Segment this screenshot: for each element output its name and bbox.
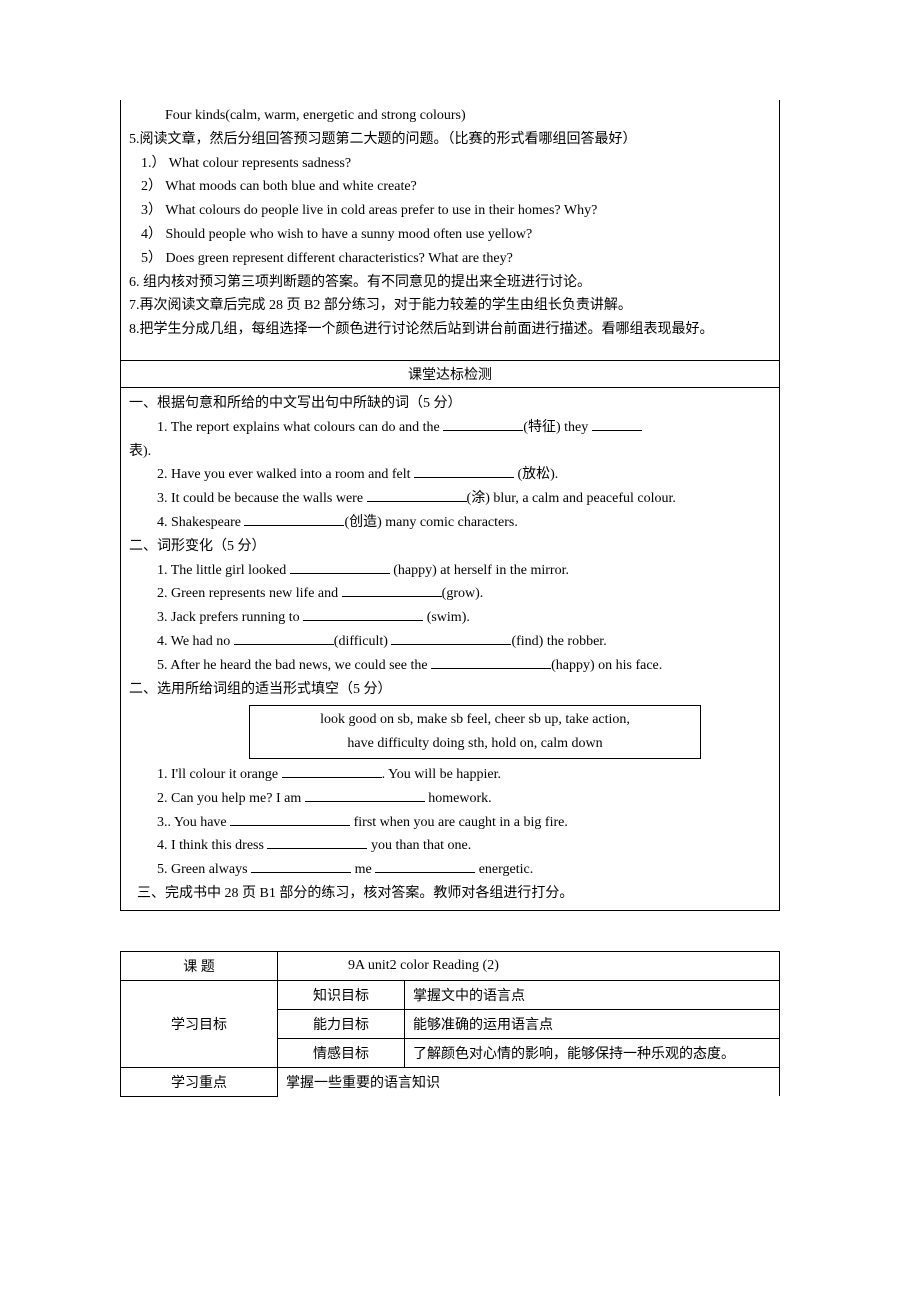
table-row: 课 题 9A unit2 color Reading (2): [121, 951, 780, 980]
text: (difficult): [334, 634, 392, 649]
fill-item: 1. The report explains what colours can …: [129, 416, 771, 440]
question-item: 5） Does green represent different charac…: [129, 247, 771, 271]
bank-line: look good on sb, make sb feel, cheer sb …: [258, 708, 692, 732]
text: (创造) many comic characters.: [344, 515, 517, 530]
bank-line: have difficulty doing sth, hold on, calm…: [258, 732, 692, 756]
blank[interactable]: [305, 787, 425, 802]
question-item: 4） Should people who wish to have a sunn…: [129, 223, 771, 247]
text: 4. We had no: [157, 634, 234, 649]
blank[interactable]: [290, 559, 390, 574]
text: (happy) on his face.: [551, 658, 662, 673]
text: 1. I'll colour it orange: [157, 767, 282, 782]
blank[interactable]: [431, 654, 551, 669]
upper-box: Four kinds(calm, warm, energetic and str…: [120, 100, 780, 911]
text: me: [351, 862, 375, 877]
fill-item: 2. Green represents new life and (grow).: [129, 582, 771, 606]
text: (happy) at herself in the mirror.: [390, 563, 569, 578]
blank[interactable]: [367, 487, 467, 502]
text: 表).: [129, 440, 771, 464]
text: (grow).: [442, 586, 484, 601]
section-heading: 二、词形变化（5 分）: [129, 535, 771, 559]
text: 3. Jack prefers running to: [157, 610, 303, 625]
cell: 情感目标: [278, 1038, 405, 1067]
blank[interactable]: [342, 582, 442, 597]
table-row: 学习目标 知识目标 掌握文中的语言点: [121, 980, 780, 1009]
fill-item: 4. Shakespeare (创造) many comic character…: [129, 511, 771, 535]
text: 2. Green represents new life and: [157, 586, 342, 601]
cell-focus-label: 学习重点: [121, 1067, 278, 1096]
text: 3.. You have: [157, 815, 230, 830]
cell-topic-value: 9A unit2 color Reading (2): [278, 951, 780, 980]
text: you than that one.: [367, 838, 471, 853]
fill-item: 3.. You have first when you are caught i…: [129, 811, 771, 835]
fill-item: 5. Green always me energetic.: [129, 858, 771, 882]
question-item: 2） What moods can both blue and white cr…: [129, 175, 771, 199]
section-title: 课堂达标检测: [121, 360, 779, 388]
fill-item: 2. Can you help me? I am homework.: [129, 787, 771, 811]
blank[interactable]: [375, 858, 475, 873]
text: (涂) blur, a calm and peaceful colour.: [467, 491, 676, 506]
blank[interactable]: [282, 763, 382, 778]
blank[interactable]: [443, 416, 523, 431]
text: 3. It could be because the walls were: [157, 491, 367, 506]
text: first when you are caught in a big fire.: [350, 815, 568, 830]
question-item: 1.） What colour represents sadness?: [129, 152, 771, 176]
blank[interactable]: [244, 511, 344, 526]
text: . You will be happier.: [382, 767, 501, 782]
upper-content: Four kinds(calm, warm, energetic and str…: [121, 100, 779, 360]
text: (特征) they: [523, 420, 591, 435]
fill-item: 1. The little girl looked (happy) at her…: [129, 559, 771, 583]
text-line: 8.把学生分成几组，每组选择一个颜色进行讨论然后站到讲台前面进行描述。看哪组表现…: [129, 318, 771, 342]
fill-item: 3. It could be because the walls were (涂…: [129, 487, 771, 511]
blank[interactable]: [391, 630, 511, 645]
text: (find) the robber.: [511, 634, 606, 649]
cell: 能够准确的运用语言点: [405, 1009, 780, 1038]
text: 1. The little girl looked: [157, 563, 290, 578]
text-line: 5.阅读文章，然后分组回答预习题第二大题的问题。（比赛的形式看哪组回答最好）: [129, 128, 771, 152]
text: energetic.: [475, 862, 533, 877]
cell: 了解颜色对心情的影响，能够保持一种乐观的态度。: [405, 1038, 780, 1067]
exercise-content: 一、根据句意和所给的中文写出句中所缺的词（5 分） 1. The report …: [121, 388, 779, 910]
cell: 掌握文中的语言点: [405, 980, 780, 1009]
text: 4. I think this dress: [157, 838, 267, 853]
cell-topic-label: 课 题: [121, 951, 278, 980]
fill-item: 3. Jack prefers running to (swim).: [129, 606, 771, 630]
text: 1. The report explains what colours can …: [157, 420, 443, 435]
text: 2. Can you help me? I am: [157, 791, 305, 806]
section-heading: 二、选用所给词组的适当形式填空（5 分）: [129, 678, 771, 702]
fill-item: 5. After he heard the bad news, we could…: [129, 654, 771, 678]
blank[interactable]: [234, 630, 334, 645]
section-heading: 一、根据句意和所给的中文写出句中所缺的词（5 分）: [129, 392, 771, 416]
question-item: 3） What colours do people live in cold a…: [129, 199, 771, 223]
cell-goal-label: 学习目标: [121, 980, 278, 1067]
cell: 知识目标: [278, 980, 405, 1009]
blank[interactable]: [267, 834, 367, 849]
text: 5. Green always: [157, 862, 251, 877]
fill-item: 4. We had no (difficult) (find) the robb…: [129, 630, 771, 654]
cell: 能力目标: [278, 1009, 405, 1038]
text: 5. After he heard the bad news, we could…: [157, 658, 431, 673]
text-line: 6. 组内核对预习第三项判断题的答案。有不同意见的提出来全班进行讨论。: [129, 271, 771, 295]
fill-item: 4. I think this dress you than that one.: [129, 834, 771, 858]
text: (swim).: [423, 610, 470, 625]
text: homework.: [425, 791, 492, 806]
lesson-table: 课 题 9A unit2 color Reading (2) 学习目标 知识目标…: [120, 951, 780, 1097]
text-line: 三、完成书中 28 页 B1 部分的练习，核对答案。教师对各组进行打分。: [129, 882, 771, 906]
blank[interactable]: [230, 811, 350, 826]
table-row: 学习重点 掌握一些重要的语言知识: [121, 1067, 780, 1096]
text: 9A unit2 color Reading (2): [348, 958, 499, 973]
text: (放松).: [514, 467, 558, 482]
blank[interactable]: [303, 606, 423, 621]
cell-focus-value: 掌握一些重要的语言知识: [278, 1067, 780, 1096]
text-line: 7.再次阅读文章后完成 28 页 B2 部分练习，对于能力较差的学生由组长负责讲…: [129, 294, 771, 318]
fill-item: 1. I'll colour it orange . You will be h…: [129, 763, 771, 787]
blank[interactable]: [251, 858, 351, 873]
blank[interactable]: [592, 416, 642, 431]
text: 2. Have you ever walked into a room and …: [157, 467, 414, 482]
word-bank: look good on sb, make sb feel, cheer sb …: [249, 705, 701, 759]
blank[interactable]: [414, 463, 514, 478]
text: 4. Shakespeare: [157, 515, 244, 530]
text-line: Four kinds(calm, warm, energetic and str…: [129, 104, 771, 128]
fill-item: 2. Have you ever walked into a room and …: [129, 463, 771, 487]
